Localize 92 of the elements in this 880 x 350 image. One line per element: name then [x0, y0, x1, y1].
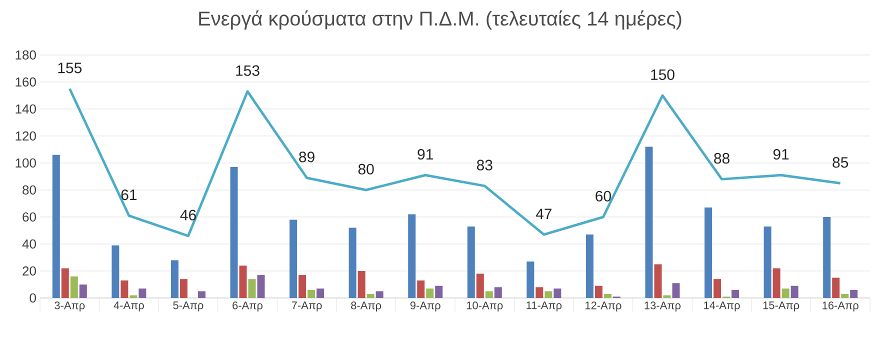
y-tick-label: 40 — [22, 239, 36, 249]
bar — [230, 167, 238, 298]
bar — [112, 245, 120, 298]
bar — [790, 286, 798, 298]
bar — [654, 264, 662, 298]
bar — [435, 286, 443, 298]
x-tick-label: 6-Απρ — [232, 302, 263, 312]
bar — [544, 291, 552, 298]
y-tick-label: 100 — [16, 158, 36, 168]
bar — [494, 287, 502, 298]
x-tick-label: 11-Απρ — [526, 302, 562, 312]
data-label: 155 — [58, 62, 82, 74]
data-label: 60 — [596, 190, 611, 202]
bar — [850, 290, 858, 298]
bar — [79, 284, 87, 298]
bar — [772, 268, 780, 298]
bar — [308, 290, 316, 298]
bar — [52, 154, 60, 298]
bar — [358, 270, 366, 298]
bar — [536, 287, 544, 298]
bar — [426, 288, 434, 298]
y-tick-label: 180 — [16, 50, 36, 60]
bar — [298, 275, 306, 298]
y-tick-label: 0 — [30, 293, 36, 303]
data-label: 61 — [121, 189, 137, 200]
bar — [594, 286, 602, 298]
bar — [604, 294, 612, 298]
bar — [526, 262, 534, 298]
y-tick-label: 160 — [16, 77, 36, 87]
bar — [408, 214, 416, 298]
x-tick-label: 15-Απρ — [763, 302, 800, 312]
bar — [130, 295, 138, 298]
bar — [663, 295, 671, 298]
bar — [764, 226, 772, 298]
bar — [645, 146, 653, 298]
bar — [170, 260, 178, 298]
x-tick-label: 7-Απρ — [292, 302, 322, 312]
y-tick-label: 80 — [22, 185, 36, 195]
bar — [704, 208, 712, 298]
x-tick-label: 16-Απρ — [822, 302, 858, 312]
x-tick-label: 14-Απρ — [704, 302, 740, 312]
bar — [248, 279, 256, 298]
bar — [61, 268, 69, 298]
bar — [714, 279, 722, 298]
bar — [198, 291, 206, 298]
data-label: 91 — [418, 148, 433, 160]
bar — [376, 291, 384, 298]
bar — [120, 280, 128, 298]
y-tick-label: 60 — [22, 212, 36, 222]
bar — [467, 226, 475, 298]
y-tick-label: 140 — [16, 104, 36, 114]
x-tick-label: 10-Απρ — [466, 302, 503, 312]
bar — [366, 294, 374, 298]
data-label: 47 — [536, 208, 552, 220]
chart-title: Ενεργά κρούσματα στην Π.Δ.Μ. (τελευταίες 14 ημέρες) — [199, 10, 682, 30]
data-label: 80 — [358, 164, 374, 174]
bar — [239, 266, 247, 298]
x-tick-label: 8-Απρ — [351, 302, 382, 312]
data-label: 89 — [299, 152, 314, 162]
x-tick-label: 4-Απρ — [114, 302, 144, 312]
bar — [832, 278, 840, 298]
bar — [316, 288, 324, 298]
x-tick-label: 5-Απρ — [173, 302, 204, 312]
bar — [841, 294, 849, 298]
y-tick-label: 120 — [16, 131, 36, 141]
bar — [138, 288, 146, 298]
x-tick-label: 9-Απρ — [410, 302, 440, 312]
data-label: 46 — [180, 210, 196, 220]
bar — [348, 228, 356, 298]
x-tick-label: 3-Απρ — [54, 302, 85, 312]
bar — [586, 234, 594, 298]
bar — [732, 290, 740, 298]
bar — [554, 288, 562, 298]
x-tick-label: 12-Απρ — [586, 302, 622, 312]
bar — [180, 279, 188, 298]
bar — [672, 283, 680, 298]
data-label: 153 — [236, 65, 260, 76]
y-tick-label: 20 — [22, 266, 36, 276]
data-label: 91 — [773, 148, 789, 160]
bar — [417, 280, 425, 298]
data-label: 150 — [651, 69, 674, 80]
bar — [70, 276, 78, 298]
bar — [257, 275, 265, 298]
bar — [290, 220, 298, 298]
data-label: 83 — [476, 160, 492, 170]
data-label: 88 — [714, 153, 730, 164]
x-tick-label: 13-Απρ — [644, 302, 681, 312]
bar — [782, 288, 790, 298]
data-label: 85 — [832, 157, 848, 168]
bar — [476, 274, 484, 298]
bar — [823, 216, 831, 298]
bar — [485, 291, 493, 298]
